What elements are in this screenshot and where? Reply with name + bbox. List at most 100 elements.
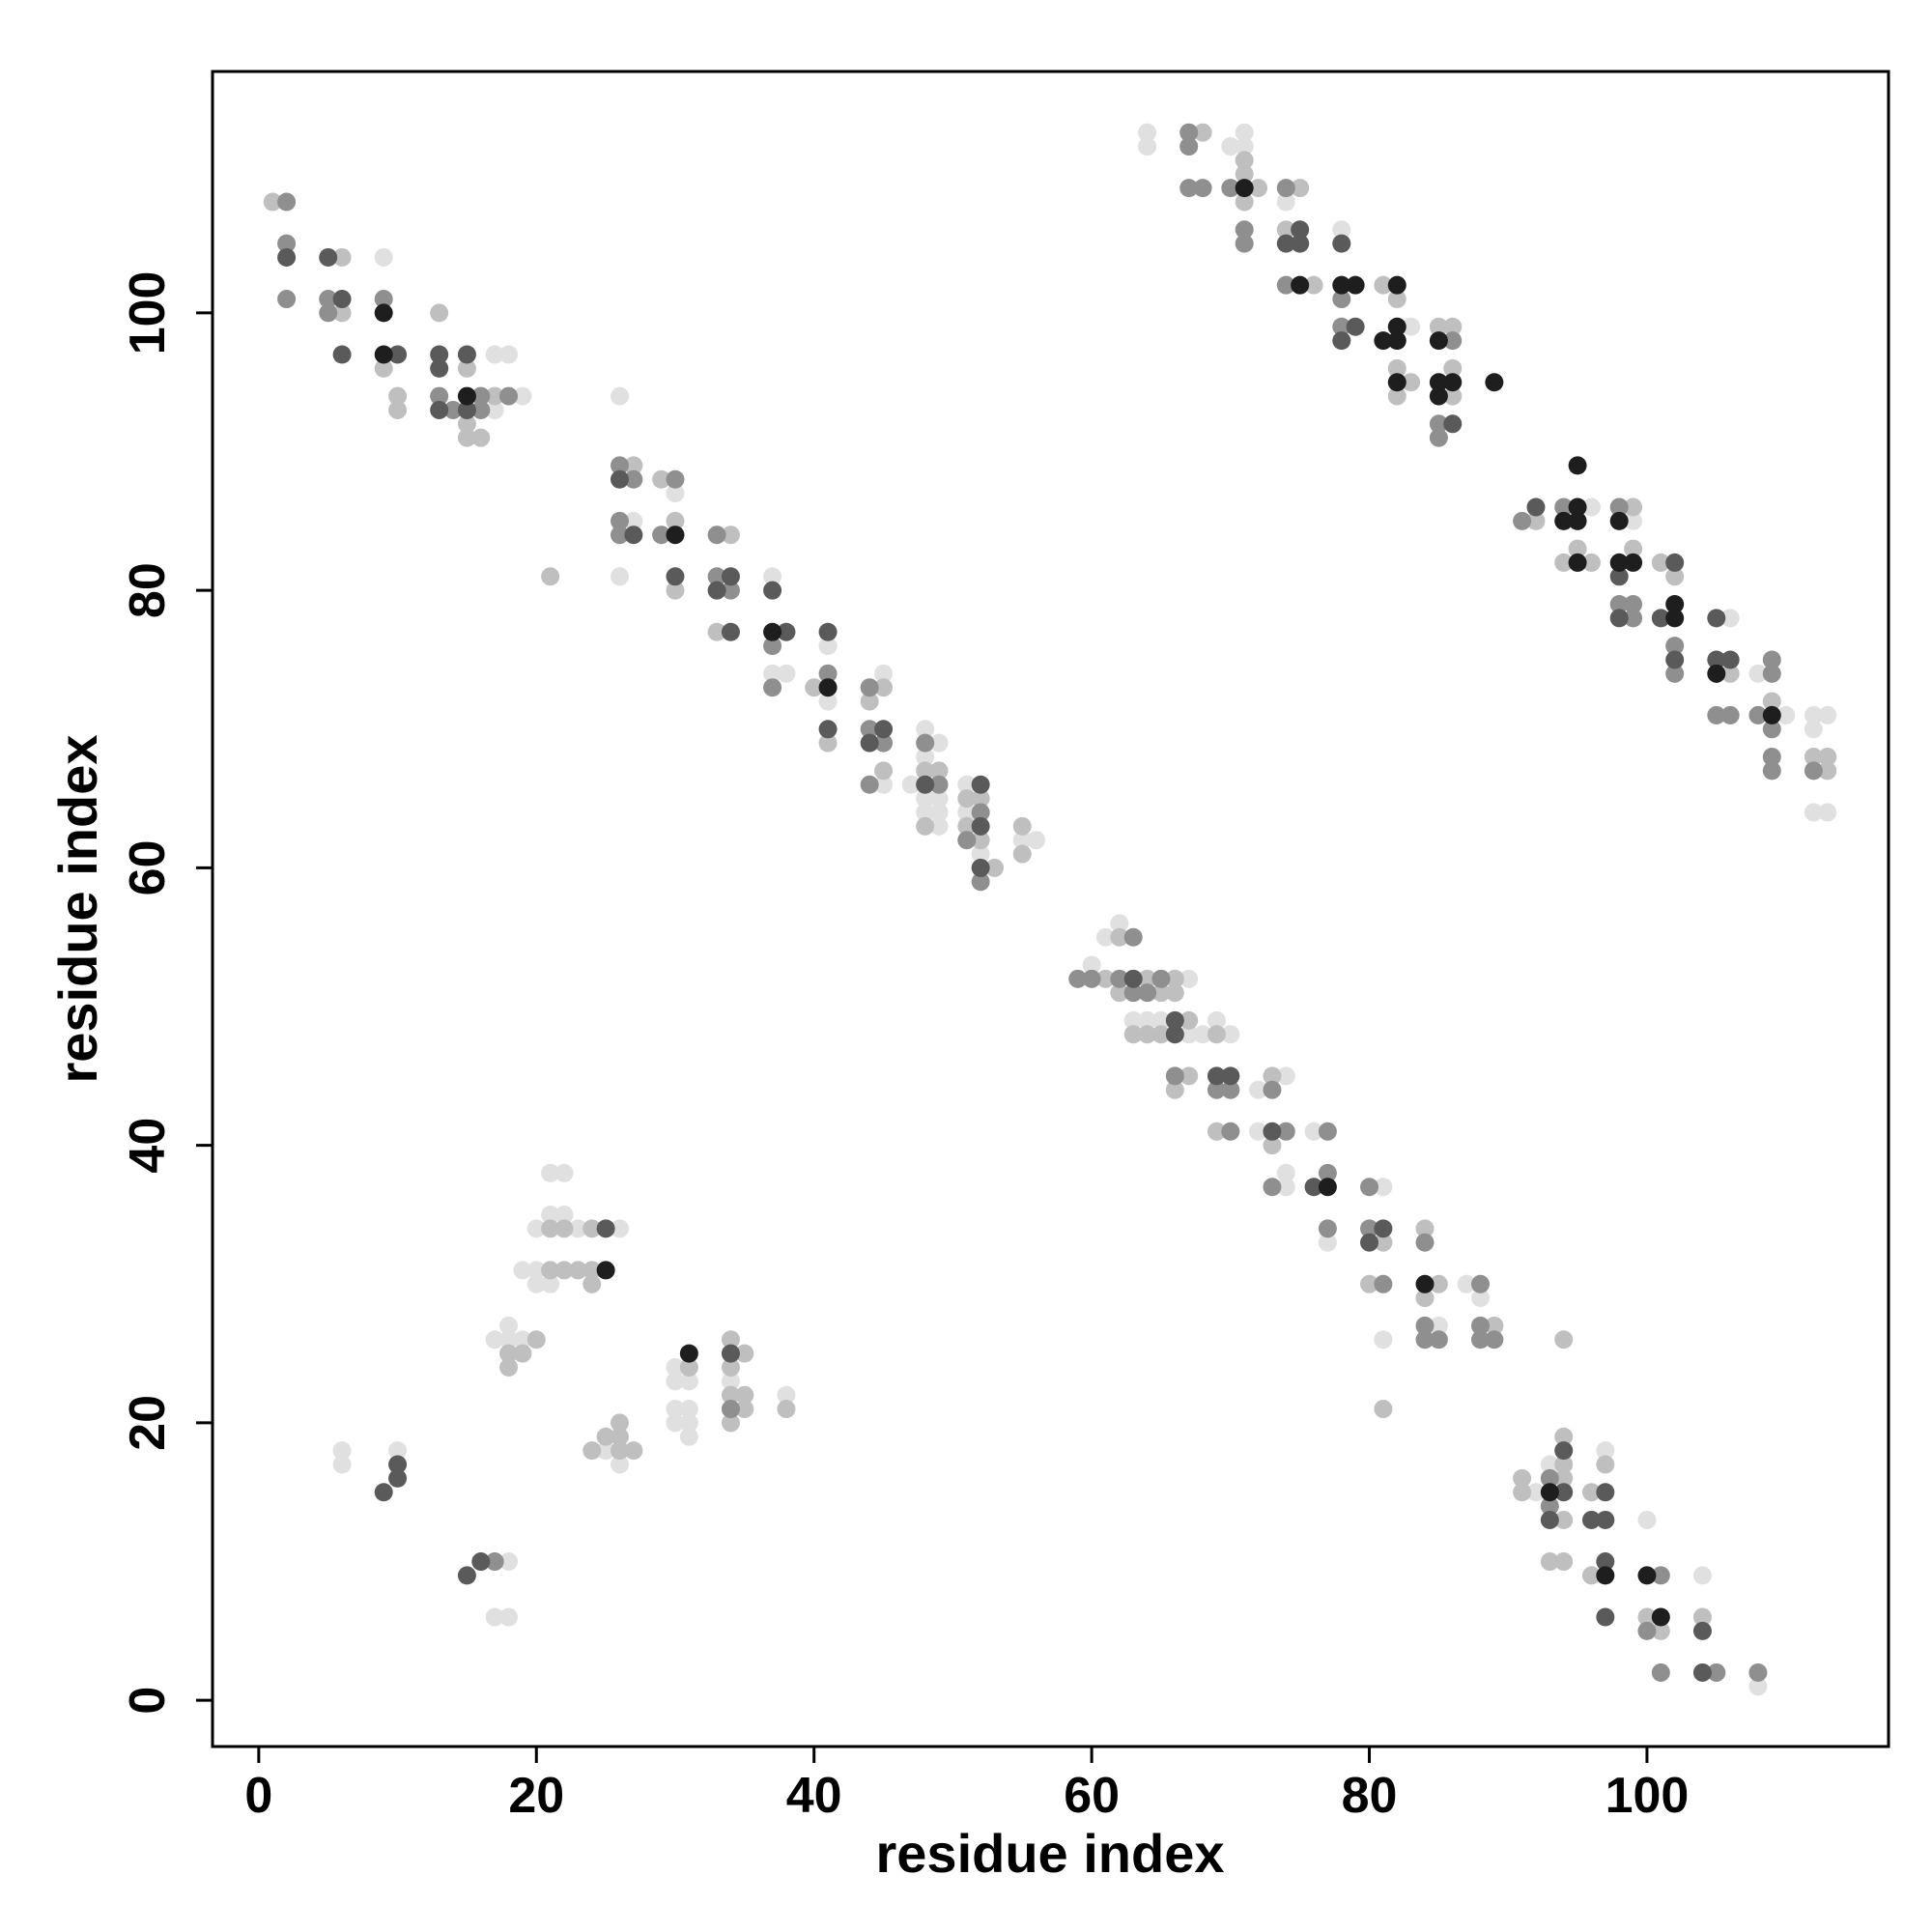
contact-point [1554,1468,1574,1488]
contact-point [554,1205,574,1224]
contact-point [1387,317,1406,336]
contact-point [554,1219,574,1238]
contact-point [957,775,977,794]
contact-point [1596,1607,1615,1627]
contact-point [1235,179,1254,198]
contact-point [1596,1455,1615,1474]
contact-point [1207,1025,1226,1044]
contact-point [916,789,935,809]
contact-point [1651,553,1670,572]
contact-point [596,1219,615,1238]
contact-point [1665,553,1685,572]
contact-point [1151,969,1171,988]
contact-point [1651,1566,1670,1585]
contact-point [874,733,894,753]
contact-point [929,761,949,781]
contact-point [1346,275,1365,295]
contact-point [652,469,671,489]
contact-point [1818,761,1837,781]
contact-point [1720,650,1740,669]
contact-point [679,1357,698,1377]
contact-point [1818,803,1837,822]
contact-point [971,789,990,809]
contact-point [513,1330,532,1350]
contact-point [624,1441,643,1461]
contact-point [554,1163,574,1182]
contact-point [1637,1510,1657,1529]
contact-point [1513,1483,1532,1502]
contact-point [763,637,782,656]
contact-point [1637,1621,1657,1640]
contact-point [596,1261,615,1280]
contact-point [457,400,476,419]
contact-point [1443,317,1463,336]
contact-point [554,1261,574,1280]
contact-point [610,1413,629,1433]
contact-point [1387,290,1406,309]
x-tick-label: 0 [244,1768,272,1824]
contact-point [1568,456,1587,475]
contact-point [1221,1122,1240,1141]
contact-point [860,775,879,794]
contact-point [860,678,879,697]
contact-point [929,733,949,753]
contact-point [1318,1163,1337,1182]
contact-point [485,1330,504,1350]
contact-point [1276,220,1295,240]
contact-point [1720,609,1740,628]
contact-point [1762,664,1781,683]
contact-point [666,469,685,489]
contact-point [1762,705,1781,724]
contact-point [1651,1621,1670,1640]
x-tick-label: 80 [1342,1768,1398,1824]
contact-point [707,622,726,641]
contact-point [1346,317,1365,336]
contact-point [374,303,393,323]
contact-point [624,456,643,475]
contact-point [1374,275,1393,295]
contact-point [1276,234,1295,253]
contact-point [624,526,643,545]
contact-point [1151,1025,1171,1044]
contact-point [485,386,504,406]
contact-point [1387,358,1406,378]
contact-point [1276,1066,1295,1086]
contact-point [777,664,796,683]
contact-point [1082,955,1101,975]
contact-point [1207,1066,1226,1086]
contact-point [624,511,643,530]
contact-point [1179,1066,1199,1086]
contact-point [1138,137,1157,156]
contact-point [1513,1468,1532,1488]
contact-point [1651,1662,1670,1682]
contact-point [610,469,629,489]
contact-point [374,358,393,378]
contact-point [332,290,352,309]
contact-point [1179,179,1199,198]
contact-point [707,526,726,545]
contact-point [971,858,990,877]
contact-point [1596,1552,1615,1572]
contact-point [471,428,491,447]
contact-point [860,733,879,753]
contact-point [1526,1483,1546,1502]
contact-point [1165,1066,1184,1086]
contact-point [679,1372,698,1391]
contact-point [513,386,532,406]
contact-point [957,831,977,850]
contact-point [1540,1496,1559,1516]
contact-point [582,1274,602,1293]
contact-point [1540,1510,1559,1529]
contact-point [443,400,463,419]
contact-point [1804,761,1823,781]
contact-point [1276,192,1295,212]
contact-point [1748,705,1768,724]
contact-point [1609,511,1629,530]
contact-point [319,303,338,323]
contact-point [666,1400,685,1419]
contact-point [1415,1330,1435,1350]
contact-point [541,1219,560,1238]
contact-point [901,775,921,794]
